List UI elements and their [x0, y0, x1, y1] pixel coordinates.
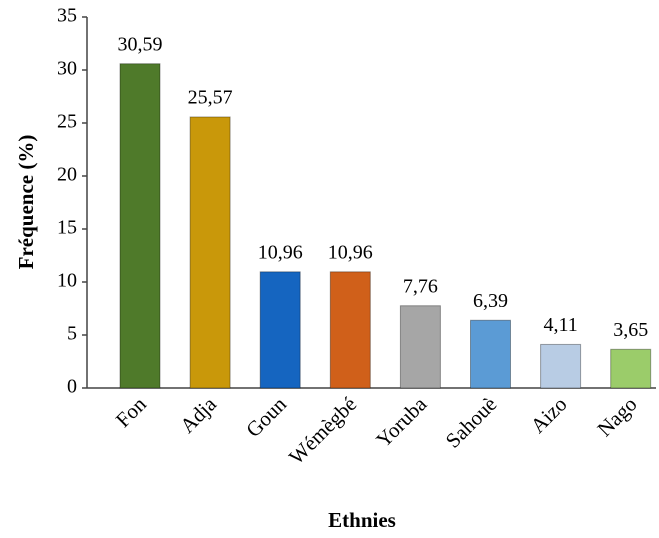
value-label: 6,39 — [473, 290, 508, 312]
value-label: 25,57 — [188, 87, 233, 109]
x-tick-label: Aizo — [526, 392, 572, 438]
value-label: 10,96 — [328, 241, 373, 263]
bar — [189, 116, 231, 389]
x-axis-title: Ethnies — [328, 508, 396, 532]
x-tick-label: Fon — [111, 392, 151, 432]
bar — [259, 271, 301, 389]
value-label: 7,76 — [403, 275, 438, 297]
bar — [119, 63, 161, 389]
x-tick-label: Adja — [175, 391, 221, 437]
bar — [540, 343, 582, 389]
y-tick-label: 30 — [57, 58, 77, 80]
y-tick-label: 20 — [57, 164, 77, 186]
x-tick-label: Nago — [592, 392, 641, 441]
bar — [329, 271, 371, 389]
value-label: 30,59 — [118, 33, 163, 55]
y-tick-label: 25 — [57, 111, 77, 133]
y-tick-label: 0 — [67, 376, 77, 398]
y-tick-label: 35 — [57, 5, 77, 27]
y-axis-title: Fréquence (%) — [14, 135, 38, 270]
x-tick-label: Wémègbé — [284, 392, 361, 469]
bar — [470, 319, 511, 389]
bar — [399, 305, 441, 389]
value-label: 4,11 — [543, 314, 577, 336]
y-tick-label: 10 — [57, 270, 77, 292]
bar — [610, 348, 652, 389]
x-tick-label: Yoruba — [371, 391, 431, 451]
y-tick-label: 15 — [57, 217, 77, 239]
x-tick-label: Sahouè — [441, 392, 502, 453]
value-label: 3,65 — [613, 319, 648, 341]
y-tick-label: 5 — [67, 323, 77, 345]
x-tick-label: Goun — [241, 392, 291, 442]
value-label: 10,96 — [258, 241, 303, 263]
